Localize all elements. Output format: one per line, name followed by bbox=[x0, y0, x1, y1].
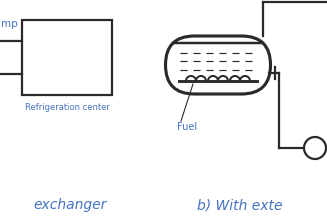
Text: exchanger: exchanger bbox=[33, 198, 107, 212]
Text: b) With exte: b) With exte bbox=[197, 198, 283, 212]
FancyBboxPatch shape bbox=[165, 36, 270, 94]
Circle shape bbox=[304, 137, 326, 159]
Text: Refrigeration center: Refrigeration center bbox=[25, 103, 110, 112]
Text: mp: mp bbox=[1, 19, 18, 29]
Text: Fuel: Fuel bbox=[177, 122, 197, 132]
Bar bbox=[22, 20, 112, 95]
